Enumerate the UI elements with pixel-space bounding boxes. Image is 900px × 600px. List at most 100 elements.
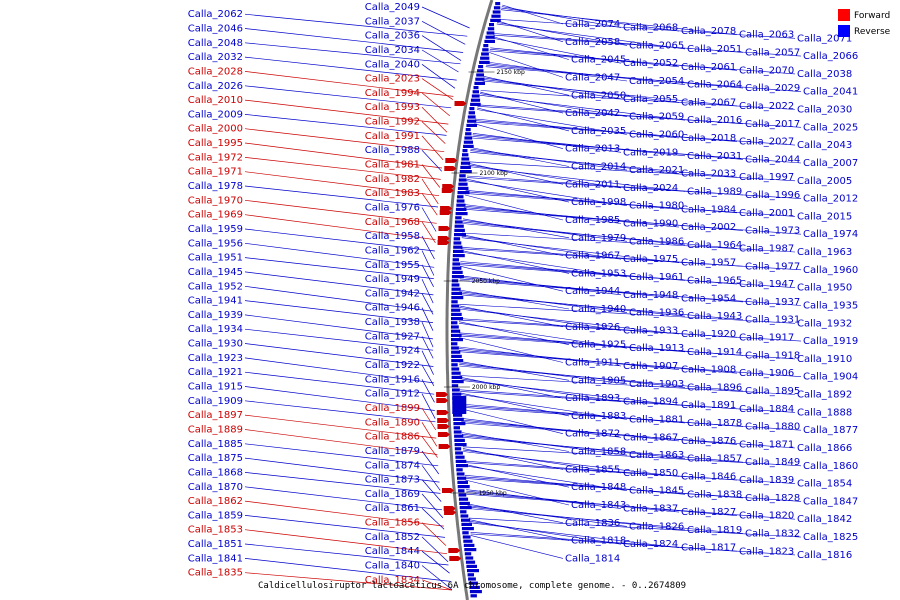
reverse-gene-glyph — [470, 594, 477, 598]
reverse-gene-glyph — [455, 459, 467, 463]
leader-line — [244, 99, 449, 125]
reverse-gene-glyph — [451, 342, 458, 346]
reverse-gene-glyph — [459, 170, 472, 174]
leader-line — [244, 271, 434, 296]
gene-label-right: Calla_1906 — [739, 368, 794, 379]
reverse-gene-glyph — [456, 203, 466, 207]
leader-line — [467, 503, 564, 524]
leader-line — [421, 250, 435, 276]
reverse-gene-glyph — [463, 539, 473, 543]
gene-label-right: Calla_2067 — [681, 97, 736, 108]
reverse-gene-glyph — [462, 153, 469, 157]
gene-label-right: Calla_1975 — [623, 254, 678, 265]
leader-line — [465, 478, 802, 502]
leader-line — [467, 508, 744, 534]
reverse-gene-glyph — [483, 44, 489, 48]
gene-glyphs — [436, 2, 501, 598]
reverse-gene-glyph — [451, 308, 461, 312]
leader-line — [244, 429, 438, 455]
reverse-gene-glyph — [451, 287, 461, 291]
gene-label-right: Calla_1977 — [745, 261, 800, 272]
reverse-gene-glyph — [479, 60, 490, 64]
leader-line — [244, 214, 436, 241]
leader-line — [421, 579, 453, 591]
gene-label-left: Calla_1912 — [365, 389, 420, 400]
gene-label-right: Calla_1860 — [803, 461, 858, 472]
gene-label-left: Calla_1868 — [188, 467, 243, 478]
gene-label-left: Calla_1921 — [188, 367, 243, 378]
leader-line — [460, 264, 796, 288]
gene-label-right: Calla_2013 — [565, 144, 620, 155]
gene-label-right: Calla_1996 — [745, 190, 800, 201]
reverse-gene-glyph — [454, 220, 463, 224]
leader-line — [461, 232, 796, 253]
gene-label-right: Calla_2024 — [623, 183, 678, 194]
leader-line — [489, 50, 796, 75]
leader-line — [244, 543, 449, 566]
gene-label-left: Calla_1971 — [188, 167, 243, 178]
leader-line — [421, 92, 451, 117]
gene-label-left: Calla_2026 — [188, 81, 243, 92]
reverse-gene-glyph — [457, 480, 468, 484]
leader-line — [479, 93, 628, 117]
gene-label-right: Calla_1980 — [629, 201, 684, 212]
leader-line — [462, 223, 738, 249]
leader-line — [244, 357, 434, 384]
forward-gene-glyph — [437, 236, 450, 241]
leader-line — [244, 199, 437, 224]
gene-label-left: Calla_1924 — [365, 346, 420, 357]
gene-label-right: Calla_1814 — [565, 553, 620, 564]
gene-label-left: Calla_1922 — [365, 360, 420, 371]
reverse-gene-glyph — [453, 249, 464, 253]
leader-line — [461, 235, 622, 260]
reverse-gene-glyph — [455, 455, 465, 459]
gene-label-left: Calla_2009 — [188, 109, 243, 120]
gene-label-right: Calla_1903 — [629, 379, 684, 390]
leader-line — [470, 151, 738, 178]
leader-line — [463, 451, 680, 477]
reverse-gene-glyph — [474, 81, 485, 85]
leader-line — [421, 149, 442, 172]
gene-label-left: Calla_1861 — [365, 503, 420, 514]
gene-label-right: Calla_1880 — [745, 422, 800, 433]
gene-label-left: Calla_1978 — [188, 181, 243, 192]
leader-line — [463, 207, 744, 231]
gene-label-right: Calla_2031 — [687, 151, 742, 162]
reverse-gene-glyph — [456, 464, 468, 468]
reverse-gene-glyph — [458, 493, 467, 497]
leader-line — [459, 365, 744, 392]
leader-line — [459, 280, 802, 306]
leader-line — [459, 307, 622, 331]
leader-line — [459, 304, 796, 324]
leader-line — [421, 64, 456, 89]
reverse-gene-glyph — [469, 585, 480, 589]
leader-line — [462, 446, 802, 467]
gene-label-right: Calla_2016 — [687, 115, 742, 126]
reverse-gene-glyph — [458, 497, 469, 501]
leader-line — [244, 71, 454, 97]
reverse-gene-glyph — [459, 501, 470, 505]
gene-label-left: Calla_2037 — [365, 16, 420, 27]
leader-line — [460, 394, 628, 420]
forward-gene-glyph — [441, 488, 454, 493]
leader-line — [502, 4, 564, 25]
leader-line — [244, 529, 448, 555]
forward-gene-glyph — [436, 392, 449, 397]
leader-line — [497, 22, 628, 46]
reverse-gene-glyph — [455, 207, 467, 211]
tick-label: 1950 kbp — [478, 490, 506, 497]
reverse-gene-glyph — [491, 14, 501, 18]
gene-label-right: Calla_1850 — [623, 468, 678, 479]
gene-label-right: Calla_1936 — [629, 308, 684, 319]
leader-line — [466, 493, 796, 520]
gene-label-left: Calla_1874 — [365, 460, 420, 471]
leader-line — [462, 449, 622, 474]
gene-label-right: Calla_1820 — [739, 511, 794, 522]
reverse-gene-glyph — [455, 212, 468, 216]
forward-gene-glyph — [445, 158, 458, 163]
gene-label-right: Calla_1997 — [739, 172, 794, 183]
gene-label-right: Calla_1876 — [681, 436, 736, 447]
leader-line — [460, 250, 570, 274]
leader-line — [466, 180, 628, 206]
gene-label-right: Calla_2063 — [739, 30, 794, 41]
